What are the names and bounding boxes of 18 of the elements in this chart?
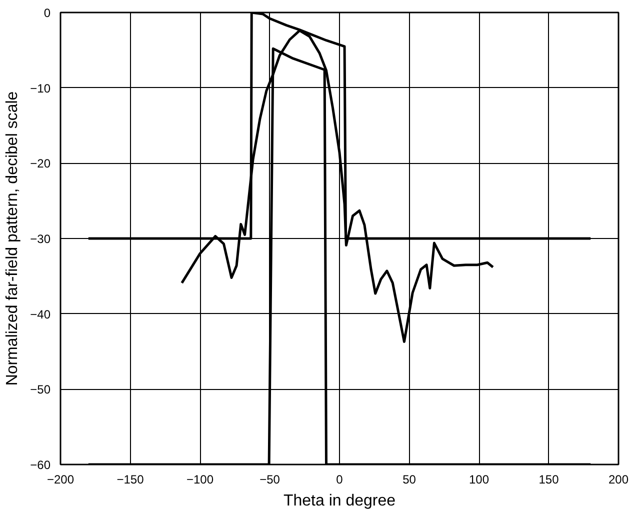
y-tick-label: −20 [30, 156, 51, 171]
x-tick-label: −50 [260, 472, 280, 486]
x-tick-label: −100 [186, 472, 214, 486]
y-tick-label: −10 [30, 81, 51, 96]
x-tick-label: 150 [538, 472, 560, 486]
x-tick-label: 0 [336, 472, 344, 486]
y-axis-title: Normalized far-field pattern, decibel scale [4, 91, 22, 386]
x-tick-label: 50 [402, 472, 416, 486]
y-tick-label: −30 [30, 232, 51, 246]
x-axis-title: Theta in degree [283, 492, 396, 510]
y-tick-label: 0 [44, 6, 51, 20]
x-tick-label: 200 [608, 472, 629, 486]
x-tick-label: −150 [116, 472, 144, 486]
y-tick-label: −50 [30, 382, 51, 397]
y-tick-label: −40 [30, 307, 51, 322]
x-tick-label: −200 [46, 472, 74, 486]
y-tick-label: −60 [30, 458, 51, 472]
x-tick-label: 100 [468, 472, 490, 486]
